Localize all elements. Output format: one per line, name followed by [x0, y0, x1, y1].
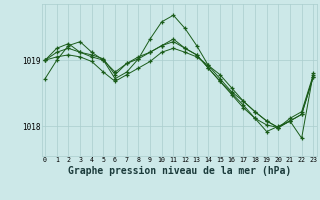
X-axis label: Graphe pression niveau de la mer (hPa): Graphe pression niveau de la mer (hPa) — [68, 166, 291, 176]
